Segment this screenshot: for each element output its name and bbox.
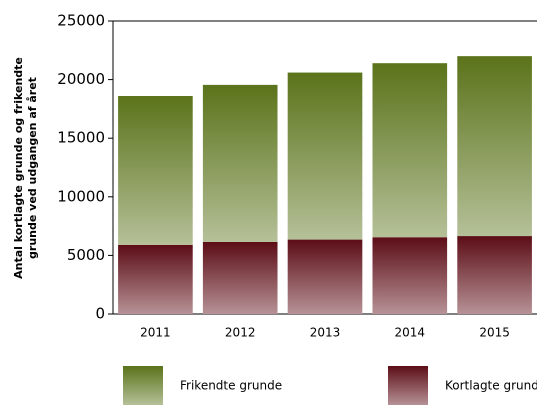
bar-segment <box>457 236 532 314</box>
bar-segment <box>457 56 532 237</box>
x-tick-label: 2011 <box>140 326 171 340</box>
bar-segment <box>118 244 193 314</box>
legend-label: Frikendte grunde <box>180 379 282 393</box>
bar-segment <box>118 96 193 245</box>
y-tick-label: 5000 <box>67 246 105 264</box>
legend-swatch <box>388 366 428 405</box>
legend-swatch <box>123 366 163 405</box>
bar-segment <box>372 237 448 314</box>
x-tick-label: 2013 <box>310 326 341 340</box>
bar-segment <box>372 63 448 238</box>
y-tick-label: 10000 <box>57 187 105 205</box>
x-tick-label: 2012 <box>225 326 256 340</box>
legend-label: Kortlagte grunde <box>445 379 537 393</box>
y-tick-label: 20000 <box>57 70 105 88</box>
bar-segment <box>287 72 363 240</box>
y-tick-label: 0 <box>95 305 105 323</box>
bar-segment <box>202 84 278 242</box>
x-tick-label: 2014 <box>395 326 426 340</box>
bar-segment <box>202 241 278 314</box>
y-axis-label-line: grunde ved udgangen af året <box>26 77 39 259</box>
y-tick-label: 25000 <box>57 12 105 30</box>
bar-segment <box>287 239 363 314</box>
x-tick-label: 2015 <box>479 326 510 340</box>
y-tick-label: 15000 <box>57 129 105 147</box>
y-axis-label-line: Antal kortlagte grunde og frikendte <box>12 57 25 279</box>
y-axis-label: Antal kortlagte grunde og frikendte grun… <box>12 57 39 279</box>
